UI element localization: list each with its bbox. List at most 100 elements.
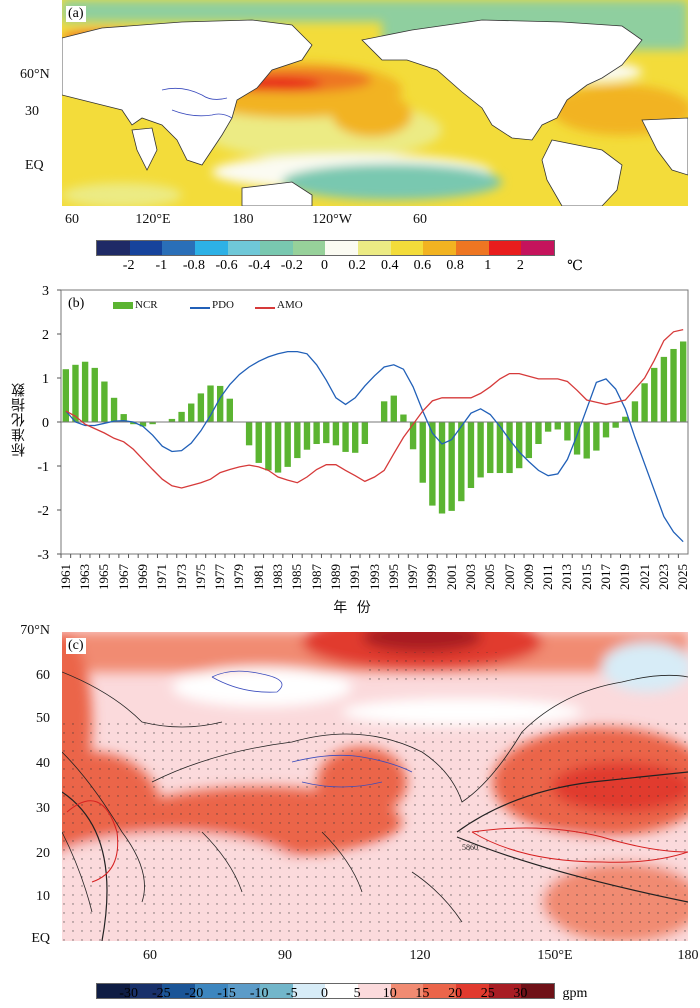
- panel-c-ylabel: 60: [36, 668, 50, 683]
- bar-ncr-1978: [226, 398, 233, 422]
- bar-ncr-1986: [303, 422, 311, 450]
- x-tick-label: 1987: [308, 564, 324, 590]
- bar-ncr-1963: [81, 361, 89, 422]
- legend-label: NCR: [135, 299, 158, 311]
- x-tick-label: 1977: [212, 564, 228, 590]
- panel-c-ylabel: 20: [36, 846, 50, 861]
- bar-ncr-1980: [245, 422, 253, 446]
- bar-ncr-1996: [400, 414, 407, 422]
- bar-ncr-1983: [274, 422, 282, 473]
- bar-ncr-1989: [332, 422, 340, 446]
- colorbar-label: 15: [415, 986, 430, 1001]
- bar-ncr-2015: [583, 422, 590, 459]
- bar-ncr-1961: [62, 369, 70, 422]
- colorbar-swatch: [390, 984, 424, 998]
- bar-ncr-1968: [130, 422, 137, 425]
- bar-ncr-2000: [438, 422, 446, 514]
- bar-ncr-2010: [535, 422, 542, 444]
- contour-red: [471, 827, 688, 863]
- contour-red: [66, 800, 119, 883]
- bar-ncr-1982: [265, 422, 272, 471]
- colorbar-swatch: [325, 241, 359, 255]
- panel-a-xlabel: 180: [232, 212, 254, 227]
- bar-ncr-2018: [612, 422, 619, 428]
- colorbar-a: [96, 240, 555, 256]
- colorbar-label: -0.8: [182, 258, 206, 273]
- x-tick-label: 2021: [636, 564, 652, 590]
- bar-ncr-1992: [361, 422, 369, 444]
- colorbar-swatch: [292, 984, 326, 998]
- colorbar-label: 30: [513, 986, 528, 1001]
- y-tick-label: 1: [42, 372, 49, 387]
- x-tick-label: 1989: [327, 564, 343, 590]
- bar-ncr-1988: [323, 422, 330, 444]
- bar-ncr-2024: [670, 348, 677, 422]
- x-tick-label: 2015: [578, 564, 594, 590]
- panel-b-tag: (b): [66, 296, 87, 312]
- bar-ncr-1975: [197, 393, 205, 422]
- colorbar-label: -30: [119, 986, 138, 1001]
- y-tick-label: -3: [37, 548, 49, 563]
- panel-c-ylabel: 40: [36, 756, 50, 771]
- index-timeseries-chart: -3 -2 -1 0 1 2 3: [37, 284, 689, 563]
- colorbar-label: -5: [286, 986, 298, 1001]
- bar-ncr-1970: [149, 422, 156, 425]
- x-tick-label: 2023: [655, 564, 671, 590]
- colorbar-swatch: [488, 241, 522, 255]
- bar-ncr-1985: [294, 422, 301, 459]
- colorbar-label: -25: [151, 986, 171, 1001]
- x-tick-label: 1979: [231, 564, 247, 590]
- bar-ncr-1974: [188, 403, 195, 422]
- colorbar-swatch: [97, 241, 130, 255]
- colorbar-label: 5: [353, 986, 361, 1001]
- x-tick-label: 1973: [173, 564, 189, 590]
- bar-ncr-2013: [564, 422, 571, 441]
- colorbar-swatch: [292, 241, 326, 255]
- x-tick-label: 2019: [617, 564, 633, 590]
- x-tick-label: 1995: [385, 564, 401, 590]
- bar-ncr-1962: [72, 364, 79, 422]
- legend-label: AMO: [277, 299, 303, 311]
- bar-ncr-1999: [429, 422, 436, 506]
- colorbar-label: 20: [448, 986, 463, 1001]
- colorbar-swatch: [227, 241, 261, 255]
- panel-a-xlabel: 120°W: [312, 212, 352, 227]
- bar-ncr-2003: [467, 422, 475, 488]
- colorbar-swatch: [97, 984, 130, 998]
- colorbar-swatch: [227, 984, 261, 998]
- bar-ncr-2016: [593, 422, 600, 451]
- x-tick-label: 1975: [192, 564, 208, 590]
- colorbar-swatch: [456, 241, 489, 255]
- colorbar-swatch: [390, 241, 424, 255]
- bar-ncr-1994: [380, 401, 388, 422]
- y-tick-label: 2: [42, 328, 49, 343]
- y-tick-label: 3: [42, 284, 49, 299]
- bar-ncr-2023: [660, 356, 668, 422]
- significance-stippling: [62, 722, 688, 941]
- panel-c-ylabel: 10: [36, 889, 50, 904]
- panel-c-xlabel: 90: [278, 948, 292, 963]
- bar-ncr-1973: [178, 411, 185, 422]
- colorbar-label: 0: [321, 258, 328, 273]
- bar-ncr-2022: [651, 367, 658, 422]
- bar-ncr-2025: [679, 341, 687, 422]
- panel-c-xlabel: 180: [677, 948, 699, 963]
- contour-5860: [456, 771, 688, 833]
- colorbar-swatch: [358, 241, 391, 255]
- y-tick-label: 0: [42, 416, 49, 431]
- colorbar-label: 1: [484, 258, 492, 273]
- panel-a-ylabel: EQ: [25, 158, 44, 173]
- panel-a-ylabel: 60°N: [20, 67, 50, 82]
- colorbar-label: -1: [155, 258, 168, 273]
- bar-ncr-1995: [390, 395, 397, 422]
- bar-ncr-2012: [554, 422, 561, 430]
- bar-ncr-1977: [216, 385, 224, 422]
- x-tick-label: 1965: [96, 564, 112, 590]
- line-amo: [65, 328, 684, 489]
- colorbar-label: -0.4: [248, 258, 271, 273]
- colorbar-c: [96, 983, 555, 999]
- x-tick-label: 1981: [250, 564, 266, 590]
- x-tick-label: 1997: [405, 564, 421, 590]
- bar-ncr-1987: [313, 422, 320, 444]
- y-axis-title: 标准化指数: [12, 382, 27, 457]
